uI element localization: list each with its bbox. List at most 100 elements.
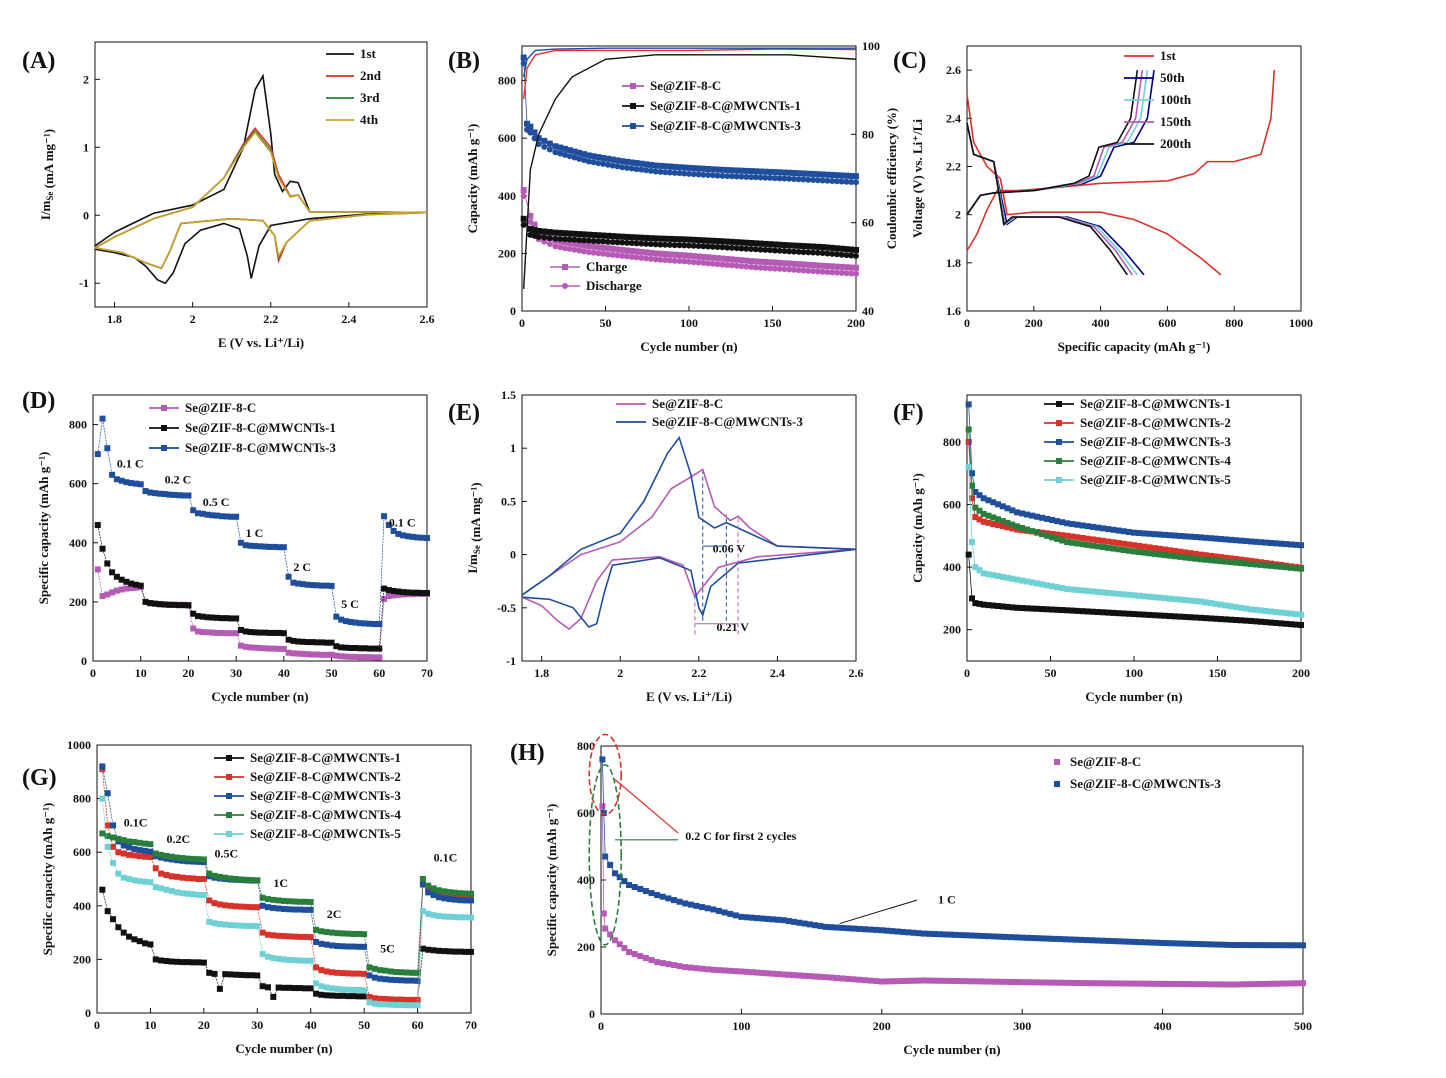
data-point [996,933,1003,940]
data-point [120,850,127,857]
data-point [576,231,583,238]
data-point [99,592,106,599]
data-point [302,906,309,913]
x-tick-label: 2.2 [263,312,278,326]
data-point [638,234,645,241]
legend-label: Se@ZIF-8-C@MWCNTs-4 [1080,453,1231,468]
data-point [829,244,836,251]
panel-label-A: (A) [22,48,55,74]
data-point [652,235,659,242]
data-point [99,795,106,802]
data-point [414,969,421,976]
data-point [941,977,948,984]
data-point [352,653,359,660]
data-point [609,156,616,163]
data-point [1227,536,1234,543]
data-point [642,955,649,962]
data-point [873,978,880,985]
data-point [781,242,788,249]
data-point [190,875,197,882]
data-point [338,653,345,660]
data-point [889,978,896,985]
data-point [1287,564,1294,571]
data-point [652,168,659,175]
data-point [1252,606,1259,613]
data-point [295,580,302,587]
data-point [681,258,688,265]
data-point [1115,610,1122,617]
data-point [728,262,735,269]
data-point [238,922,245,929]
data-point [257,629,263,636]
data-point [561,230,568,237]
data-point [1019,525,1026,531]
data-point [623,158,630,165]
data-point [228,615,235,622]
data-point [1125,591,1132,598]
data-point [838,172,845,179]
data-point [1057,979,1063,986]
data-point [179,855,186,862]
data-point [709,172,716,179]
data-point [342,644,349,651]
data-point [520,187,527,194]
data-point [247,644,254,651]
data-point [206,897,213,904]
y-tick-label: 1 [510,441,516,455]
data-point [270,932,277,939]
data-point [822,923,829,930]
data-point [762,174,769,181]
data-point [290,579,297,586]
data-point [238,876,245,883]
data-point [814,249,821,256]
data-point [728,238,735,245]
x-tick-label: 40 [278,666,290,680]
data-point [595,160,602,167]
data-point [686,258,692,265]
data-point [1242,557,1249,564]
data-point [623,239,630,246]
data-point [833,269,840,276]
data-point [733,173,740,180]
data-point [776,241,783,248]
data-point [352,644,359,651]
data-point [152,850,159,857]
data-point [371,995,378,1002]
data-point [1278,980,1285,987]
x-tick-label: 2 [190,312,196,326]
data-point [118,477,125,484]
legend-marker [226,755,232,761]
y-tick-label: 400 [73,899,91,913]
data-point [681,170,688,177]
data-point [334,930,341,937]
data-point [168,888,175,895]
data-point [1181,981,1188,988]
data-point [136,938,143,945]
data-point [216,921,223,928]
data-point [838,245,845,252]
data-point [676,252,683,259]
data-point [963,932,970,939]
data-point [190,625,197,632]
data-point [1064,586,1071,593]
data-point [357,654,364,661]
data-point [1172,613,1179,620]
data-point [174,958,181,965]
data-point [566,245,573,252]
y-axis-label: Specific capacity (mAh g⁻¹) [36,452,51,605]
panel-label-G: (G) [22,765,57,791]
data-point [833,251,840,258]
data-point [299,638,306,645]
data-point [776,247,783,254]
data-point [120,842,127,849]
data-point [759,915,766,922]
data-point [848,178,855,185]
data-point [1172,553,1179,560]
data-point [1044,582,1051,589]
x-tick-label: 2.4 [770,666,785,680]
data-point [1146,530,1153,537]
data-point [775,971,782,978]
data-point [817,973,824,980]
data-point [976,516,983,523]
data-point [1019,577,1026,584]
